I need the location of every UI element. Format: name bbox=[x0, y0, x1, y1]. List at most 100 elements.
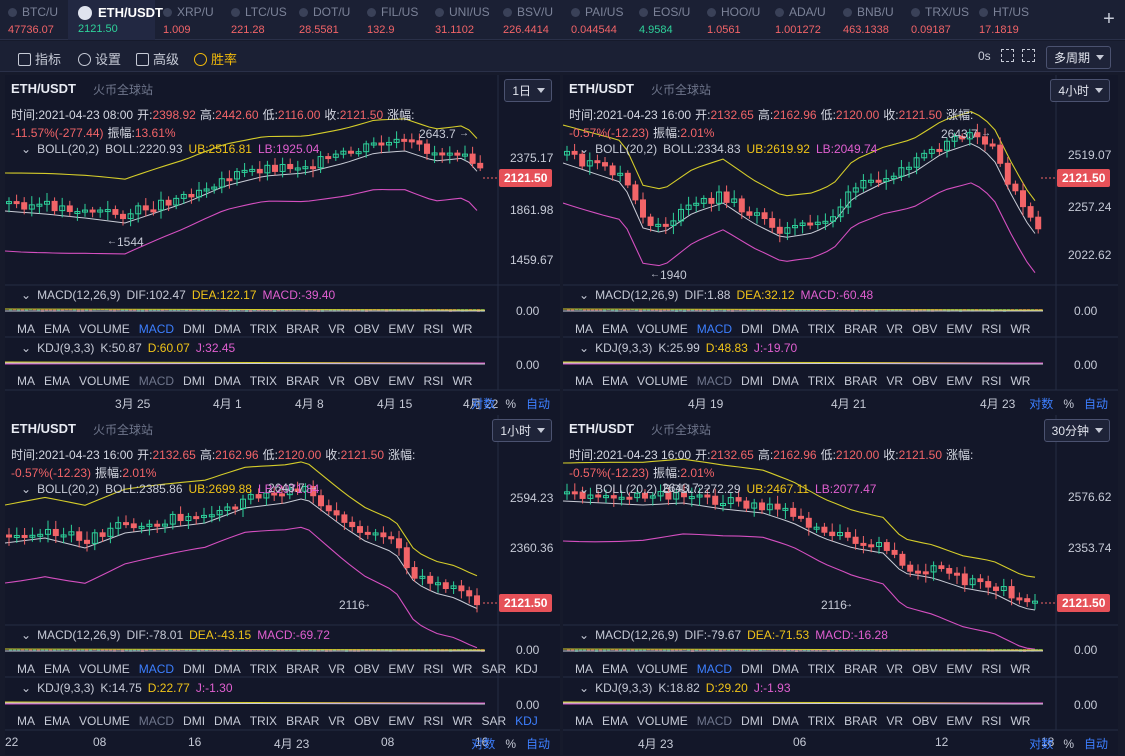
indicator-tab-macd[interactable]: MACD bbox=[138, 662, 175, 676]
indicator-tab-volume[interactable]: VOLUME bbox=[79, 714, 130, 728]
indicator-tab-dma[interactable]: DMA bbox=[772, 322, 799, 336]
indicator-tab-rsi[interactable]: RSI bbox=[423, 714, 444, 728]
indicator-tab-rsi[interactable]: RSI bbox=[981, 322, 1002, 336]
indicator-tab-rsi[interactable]: RSI bbox=[981, 374, 1002, 388]
boll-legend[interactable]: ⌄ BOLL(20,2) BOLL:2220.93 UB:2516.81 LB:1925… bbox=[21, 142, 319, 156]
period-dropdown[interactable]: 1日 bbox=[504, 79, 552, 102]
indicator-tab-dma[interactable]: DMA bbox=[214, 322, 241, 336]
percent-toggle[interactable]: % bbox=[505, 397, 516, 411]
indicator-tab-vr[interactable]: VR bbox=[886, 374, 904, 388]
indicator-tab-ema[interactable]: EMA bbox=[44, 374, 71, 388]
collapse-chevron-icon[interactable]: ⌄ bbox=[579, 628, 590, 642]
indicator-tab-volume[interactable]: VOLUME bbox=[637, 662, 688, 676]
indicator-tab-ema[interactable]: EMA bbox=[44, 322, 71, 336]
indicator-tab-macd[interactable]: MACD bbox=[696, 374, 733, 388]
candlestick-chart[interactable] bbox=[5, 75, 560, 415]
indicator-tab-macd[interactable]: MACD bbox=[138, 322, 175, 336]
indicator-tab-trix[interactable]: TRIX bbox=[807, 662, 836, 676]
indicator-tab-emv[interactable]: EMV bbox=[388, 714, 415, 728]
log-scale-toggle[interactable]: 对数 bbox=[471, 737, 496, 751]
indicator-tab-obv[interactable]: OBV bbox=[354, 714, 380, 728]
indicator-tab-dma[interactable]: DMA bbox=[214, 662, 241, 676]
collapse-chevron-icon[interactable]: ⌄ bbox=[579, 142, 590, 156]
indicator-tab-dmi[interactable]: DMI bbox=[741, 714, 764, 728]
layout-icon[interactable] bbox=[1022, 49, 1035, 62]
tab-fil[interactable]: FIL/US 132.9 bbox=[359, 0, 427, 40]
indicator-tab-dmi[interactable]: DMI bbox=[741, 374, 764, 388]
period-dropdown[interactable]: 1小时 bbox=[492, 419, 552, 442]
percent-toggle[interactable]: % bbox=[505, 737, 516, 751]
indicator-tab-dma[interactable]: DMA bbox=[214, 714, 241, 728]
tab-uni[interactable]: UNI/US 31.1102 bbox=[427, 0, 495, 40]
indicator-tab-emv[interactable]: EMV bbox=[946, 374, 973, 388]
settings-button[interactable]: 设置 bbox=[78, 49, 121, 68]
indicator-tab-brar[interactable]: BRAR bbox=[844, 662, 878, 676]
kdj-legend[interactable]: ⌄ KDJ(9,3,3) K:50.87 D:60.07 J:32.45 bbox=[21, 341, 235, 355]
indicator-tab-ema[interactable]: EMA bbox=[602, 374, 629, 388]
add-tab-plus-icon[interactable]: + bbox=[1103, 8, 1115, 30]
indicator-tab-emv[interactable]: EMV bbox=[388, 322, 415, 336]
indicator-tab-trix[interactable]: TRIX bbox=[807, 714, 836, 728]
indicator-tab-ema[interactable]: EMA bbox=[602, 662, 629, 676]
indicator-tab-obv[interactable]: OBV bbox=[912, 322, 938, 336]
indicator-tab-brar[interactable]: BRAR bbox=[286, 374, 320, 388]
indicator-tab-brar[interactable]: BRAR bbox=[844, 322, 878, 336]
tab-bsv[interactable]: BSV/U 226.4414 bbox=[495, 0, 563, 40]
indicator-tab-dma[interactable]: DMA bbox=[772, 714, 799, 728]
auto-scale-toggle[interactable]: 自动 bbox=[1083, 737, 1108, 751]
percent-toggle[interactable]: % bbox=[1063, 737, 1074, 751]
indicator-tab-macd[interactable]: MACD bbox=[138, 374, 175, 388]
indicator-tab-rsi[interactable]: RSI bbox=[423, 322, 444, 336]
collapse-chevron-icon[interactable]: ⌄ bbox=[579, 288, 590, 302]
period-dropdown[interactable]: 30分钟 bbox=[1043, 419, 1110, 442]
indicator-tab-wr[interactable]: WR bbox=[1010, 714, 1031, 728]
indicator-tab-sar[interactable]: SAR bbox=[481, 714, 507, 728]
indicator-tab-emv[interactable]: EMV bbox=[388, 662, 415, 676]
indicator-tab-volume[interactable]: VOLUME bbox=[637, 322, 688, 336]
percent-toggle[interactable]: % bbox=[1063, 397, 1074, 411]
indicator-tab-wr[interactable]: WR bbox=[1010, 374, 1031, 388]
indicator-tab-dmi[interactable]: DMI bbox=[183, 662, 206, 676]
indicator-tab-wr[interactable]: WR bbox=[452, 374, 473, 388]
fullscreen-icon[interactable] bbox=[1001, 49, 1014, 62]
indicator-tab-dma[interactable]: DMA bbox=[772, 374, 799, 388]
boll-legend[interactable]: ⌄ BOLL(20,2) BOLL:2272.29 UB:2467.11 LB:2077… bbox=[579, 482, 876, 496]
indicator-tab-emv[interactable]: EMV bbox=[388, 374, 415, 388]
auto-scale-toggle[interactable]: 自动 bbox=[525, 737, 550, 751]
indicator-tab-trix[interactable]: TRIX bbox=[807, 322, 836, 336]
indicator-tab-ma[interactable]: MA bbox=[17, 322, 35, 336]
indicator-tab-vr[interactable]: VR bbox=[328, 322, 346, 336]
auto-scale-toggle[interactable]: 自动 bbox=[1083, 397, 1108, 411]
indicator-tab-brar[interactable]: BRAR bbox=[844, 714, 878, 728]
indicator-tab-obv[interactable]: OBV bbox=[912, 374, 938, 388]
advanced-button[interactable]: 高级 bbox=[136, 49, 179, 68]
indicator-tab-dmi[interactable]: DMI bbox=[741, 662, 764, 676]
tab-dot[interactable]: DOT/U 28.5581 bbox=[291, 0, 359, 40]
indicator-tab-emv[interactable]: EMV bbox=[946, 662, 973, 676]
tab-hoo[interactable]: HOO/U 1.0561 bbox=[699, 0, 767, 40]
indicator-tab-brar[interactable]: BRAR bbox=[286, 714, 320, 728]
log-scale-toggle[interactable]: 对数 bbox=[1029, 397, 1054, 411]
tab-eth[interactable]: ETH/USDT 2121.50 bbox=[68, 0, 163, 40]
indicator-tab-rsi[interactable]: RSI bbox=[423, 374, 444, 388]
tab-trx[interactable]: TRX/US 0.09187 bbox=[903, 0, 971, 40]
indicator-tab-rsi[interactable]: RSI bbox=[423, 662, 444, 676]
indicator-tab-ma[interactable]: MA bbox=[17, 714, 35, 728]
indicator-tab-ema[interactable]: EMA bbox=[44, 714, 71, 728]
indicator-tab-macd[interactable]: MACD bbox=[138, 714, 175, 728]
indicator-tab-macd[interactable]: MACD bbox=[696, 714, 733, 728]
indicator-tab-dma[interactable]: DMA bbox=[214, 374, 241, 388]
tab-btc[interactable]: BTC/U 47736.07 bbox=[0, 0, 68, 40]
indicator-tab-emv[interactable]: EMV bbox=[946, 322, 973, 336]
kdj-legend[interactable]: ⌄ KDJ(9,3,3) K:25.99 D:48.83 J:-19.70 bbox=[579, 341, 797, 355]
indicator-tab-obv[interactable]: OBV bbox=[354, 662, 380, 676]
indicator-tab-emv[interactable]: EMV bbox=[946, 714, 973, 728]
auto-scale-toggle[interactable]: 自动 bbox=[525, 397, 550, 411]
collapse-chevron-icon[interactable]: ⌄ bbox=[579, 341, 590, 355]
indicator-tab-volume[interactable]: VOLUME bbox=[79, 662, 130, 676]
indicator-tab-trix[interactable]: TRIX bbox=[807, 374, 836, 388]
indicator-tab-kdj[interactable]: KDJ bbox=[515, 662, 538, 676]
candlestick-chart[interactable] bbox=[563, 415, 1118, 755]
indicator-tab-trix[interactable]: TRIX bbox=[249, 322, 278, 336]
indicator-tab-trix[interactable]: TRIX bbox=[249, 374, 278, 388]
